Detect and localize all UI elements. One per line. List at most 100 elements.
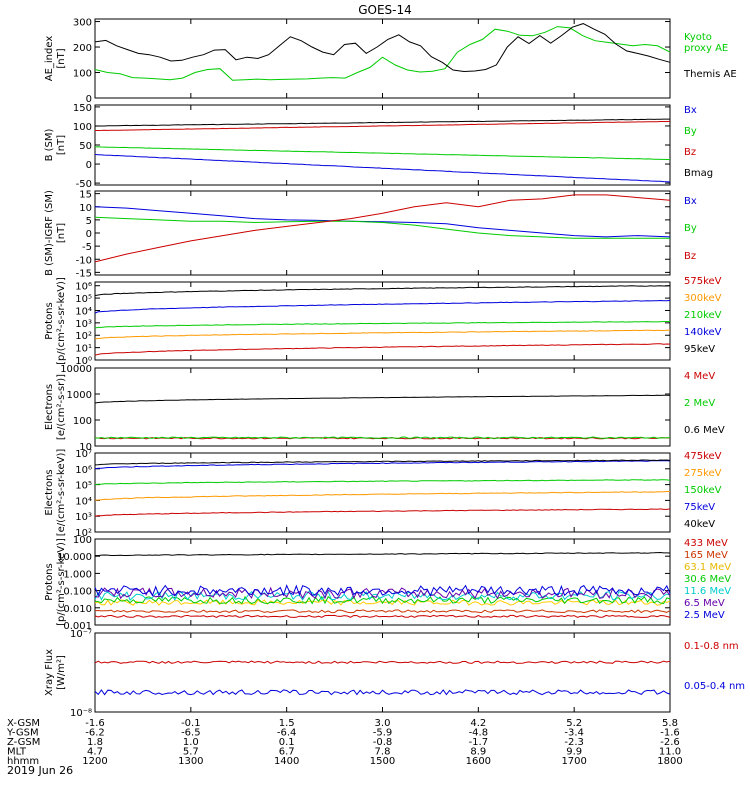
x-axis-value: 1.0 <box>183 737 199 748</box>
legend-label: 95keV <box>684 344 715 355</box>
y-tick-label: 10⁻⁸ <box>70 708 92 719</box>
y-tick-label: 100 <box>73 535 92 546</box>
y-tick-label: 0.100 <box>63 587 92 598</box>
series-line <box>94 460 671 470</box>
series-line <box>94 343 671 356</box>
x-axis-value: 4.2 <box>470 718 486 729</box>
series-line <box>94 479 671 485</box>
series-line <box>94 299 671 314</box>
series-line <box>94 194 671 263</box>
series-line <box>94 154 671 183</box>
y-tick-label: 300 <box>73 18 92 29</box>
legend-label: Themis AE <box>683 69 737 80</box>
y-tick-label: 10 <box>79 203 92 214</box>
y-tick-label: 100 <box>73 122 92 133</box>
y-axis-label: [p/(cm²-s-sr-keV)] <box>56 277 67 365</box>
series-line <box>94 689 671 696</box>
y-tick-label: 10³ <box>75 512 92 523</box>
y-axis-label: [W/m²] <box>56 655 67 690</box>
legend-label: 4 MeV <box>684 371 715 382</box>
plot-date: 2019 Jun 26 <box>7 764 73 777</box>
y-tick-label: 100 <box>73 69 92 80</box>
x-axis-value: 1300 <box>178 756 203 767</box>
panel-frame <box>94 190 671 276</box>
x-axis-row-label: X-GSM <box>7 718 40 729</box>
legend-label: 210keV <box>684 310 722 321</box>
y-tick-label: -50 <box>76 179 92 190</box>
legend-label: 2.5 MeV <box>684 610 725 621</box>
y-tick-label: 10.000 <box>57 552 92 563</box>
legend-label: 75keV <box>684 502 715 513</box>
series-line <box>94 321 670 329</box>
y-axis-label: [e/(cm²-s-sr-keV)] <box>56 449 67 537</box>
x-axis-value: -6.5 <box>181 728 201 739</box>
legend-label: 275keV <box>684 468 722 479</box>
x-axis-value: -5.9 <box>373 728 393 739</box>
y-tick-label: 10⁴ <box>75 306 92 317</box>
x-axis-row-label: Y-GSM <box>6 728 39 739</box>
y-tick-label: 10000 <box>60 364 92 375</box>
y-tick-label: 0 <box>86 160 92 171</box>
legend-label: 0.05-0.4 nm <box>684 681 745 692</box>
legend-label: 150keV <box>684 485 722 496</box>
legend-label: 40keV <box>684 519 715 530</box>
y-axis-label: [e/(cm²-s-sr)] <box>56 374 67 440</box>
legend-label: Bx <box>684 105 697 116</box>
legend-label: proxy AE <box>684 43 728 54</box>
series-line <box>94 216 670 239</box>
panel-electrons_e: 10 100 1000 10000 Electrons [e/(cm²-s-sr)] 4 M… <box>44 364 725 453</box>
legend-label: Kyoto <box>684 32 712 43</box>
y-tick-label: 10⁴ <box>75 496 92 507</box>
x-axis-value: 1200 <box>82 756 107 767</box>
y-tick-label: 100 <box>73 416 92 427</box>
x-axis-value: 3.0 <box>375 718 391 729</box>
x-axis-value: 5.2 <box>566 718 582 729</box>
y-axis-label: [nT] <box>56 135 67 155</box>
series-line <box>94 609 671 614</box>
legend-label: By <box>684 223 697 234</box>
series-line <box>94 23 671 73</box>
x-axis-value: -6.2 <box>85 728 105 739</box>
x-axis-value: 1.8 <box>87 737 103 748</box>
legend-label: 6.5 MeV <box>684 598 725 609</box>
series-line <box>94 595 671 605</box>
legend-label: Bz <box>684 251 696 262</box>
y-tick-label: 0 <box>86 229 92 240</box>
y-axis-label: [p/(cm²-s-sr-keV)] <box>56 538 67 626</box>
y-tick-label: 0.010 <box>63 604 92 615</box>
y-tick-label: -5 <box>82 242 92 253</box>
y-tick-label: 10⁶ <box>75 465 92 476</box>
series-line <box>94 508 671 517</box>
series-line <box>94 586 671 600</box>
panel-frame <box>94 367 671 447</box>
x-axis-value: 1400 <box>274 756 299 767</box>
y-tick-label: 0.001 <box>63 621 92 632</box>
x-axis-value: -1.6 <box>85 718 105 729</box>
y-axis-label: Electrons <box>44 469 55 515</box>
x-axis-value: 6.7 <box>279 747 295 758</box>
y-tick-label: -15 <box>76 268 92 279</box>
panel-electrons_mag: 10² 10³ 10⁴ 10⁵ 10⁶ 10⁷ Electrons [e/(cm²-s-sr-… <box>44 449 722 539</box>
y-tick-label: 10⁷ <box>75 449 92 460</box>
y-tick-label: 10⁵ <box>75 294 92 305</box>
x-axis-value: -0.8 <box>373 737 393 748</box>
legend-label: 30.6 MeV <box>684 574 731 585</box>
x-axis-value: -3.4 <box>564 728 584 739</box>
legend-label: 0.6 MeV <box>684 425 725 436</box>
panel-frame <box>94 281 671 361</box>
y-tick-label: 10⁻⁷ <box>70 629 92 640</box>
x-axis-row-label: hhmm <box>7 756 39 767</box>
y-axis-label: [nT] <box>56 48 67 68</box>
panel-frame <box>94 632 671 713</box>
x-axis-value: 1600 <box>466 756 491 767</box>
x-axis-value: -6.4 <box>277 728 297 739</box>
x-axis-value: 9.9 <box>566 747 582 758</box>
series-line <box>94 491 670 501</box>
x-axis-value: 8.9 <box>470 747 486 758</box>
series-line <box>94 329 671 340</box>
y-tick-label: 150 <box>73 103 92 114</box>
x-axis-value: 5.7 <box>183 747 199 758</box>
